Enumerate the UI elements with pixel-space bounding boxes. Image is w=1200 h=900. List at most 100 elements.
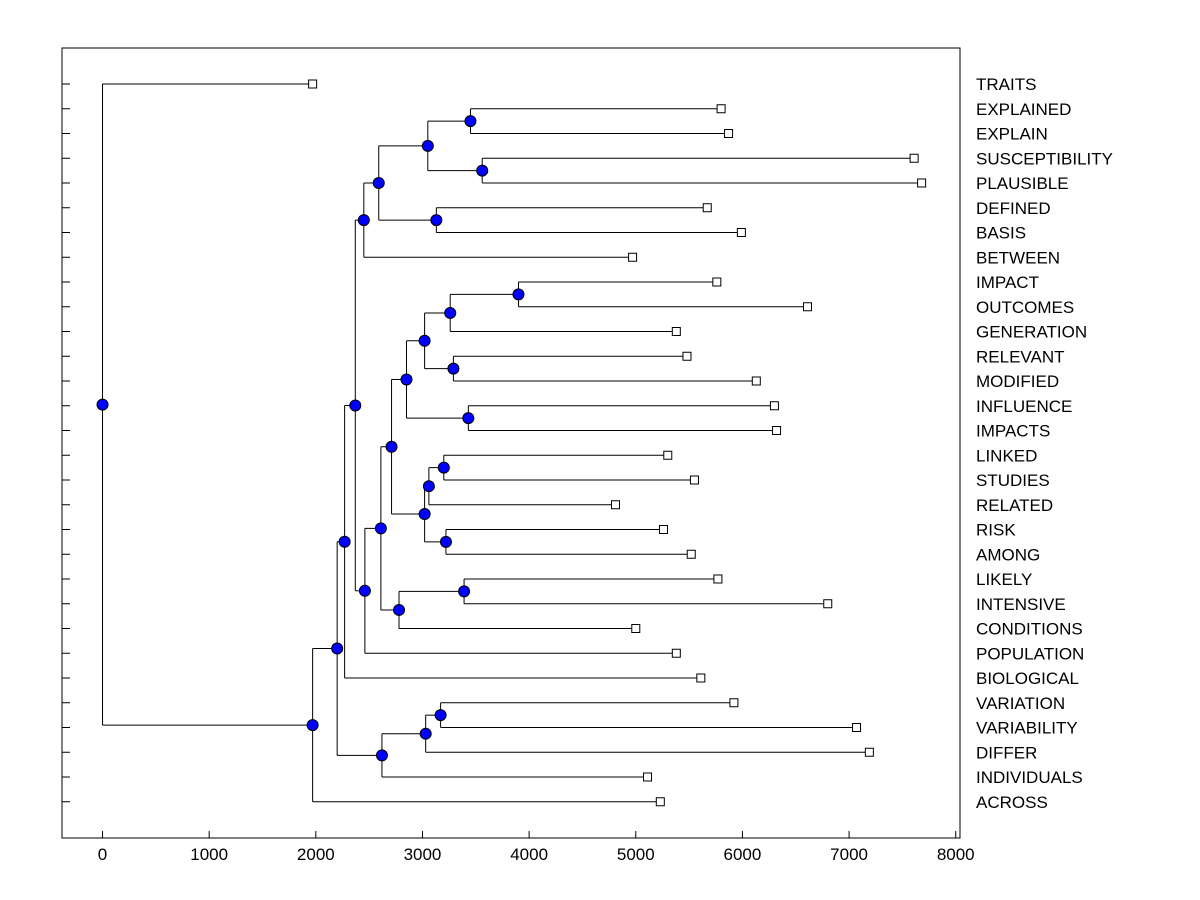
leaf-label: IMPACT [976,273,1039,292]
merge-node [430,214,443,227]
leaf-marker [628,252,638,262]
leaf-label: INTENSIVE [976,595,1066,614]
leaf-marker [655,797,665,807]
leaf-label: CONDITIONS [976,620,1083,639]
leaf-marker [702,203,712,213]
leaf-marker [631,624,641,633]
merge-node [444,306,457,319]
leaf-label: MODIFIED [976,372,1059,391]
merge-node [331,642,344,655]
x-tick-label: 6000 [724,845,762,864]
leaf-tick-marks [62,83,70,803]
leaf-marker [689,475,699,485]
leaf-label: DIFFER [976,743,1037,762]
leaf-marker [659,525,669,534]
leaf-marker [611,500,621,510]
merge-node [372,177,385,189]
leaf-label: STUDIES [976,471,1050,490]
leaf-label: GENERATION [976,323,1087,342]
merge-node [476,164,489,177]
merge-node [434,709,447,722]
leaf-marker [823,599,833,609]
leaf-label: VARIABILITY [976,719,1078,738]
leaf-label: POPULATION [976,644,1084,663]
x-tick-label: 4000 [510,845,548,864]
merge-node [374,522,387,535]
merge-node [422,480,435,493]
leaf-marker [308,79,318,89]
x-axis-ticks: 0 1000 2000 3000 4000 5000 6000 7000 8000 [98,831,975,864]
merge-node [338,535,351,548]
merge-node [375,749,388,762]
merge-node [437,461,450,474]
merge-node [400,373,413,386]
merge-node [306,719,319,732]
leaf-label: DEFINED [976,199,1051,218]
leaf-marker [712,277,722,287]
leaf-label: VARIATION [976,694,1065,713]
merge-node [464,115,477,128]
x-tick-label: 2000 [297,845,335,864]
leaf-marker [729,698,739,708]
leaf-label: IMPACTS [976,422,1050,441]
leaf-marker [751,376,761,386]
merge-nodes [96,115,525,762]
leaf-label: RELATED [976,496,1053,515]
leaf-label: INDIVIDUALS [976,768,1083,787]
leaf-marker [724,129,734,138]
merge-node [357,214,370,227]
leaf-marker [671,648,681,658]
leaf-label: SUSCEPTIBILITY [976,149,1113,168]
leaf-marker [663,450,673,460]
leaf-labels: TRAITS EXPLAINED EXPLAIN SUSCEPTIBILITY PLAU… [976,75,1113,812]
merge-node [439,535,452,548]
x-tick-label: 1000 [190,845,228,864]
x-tick-label: 5000 [617,845,655,864]
leaf-label: PLAUSIBLE [976,174,1069,193]
leaf-marker [909,153,919,163]
leaf-label: INFLUENCE [976,397,1072,416]
leaf-marker [713,574,723,584]
leaf-label: EXPLAINED [976,100,1071,119]
merge-node [419,727,432,740]
leaf-label: EXPLAIN [976,125,1048,144]
leaf-label: LINKED [976,446,1037,465]
leaf-label: RISK [976,521,1016,540]
leaf-marker [696,673,706,683]
leaf-marker [716,104,726,114]
merge-node [421,139,434,152]
merge-node [462,412,475,425]
leaf-marker [736,228,746,237]
merge-node [418,508,431,521]
x-tick-label: 3000 [404,845,442,864]
leaf-label: BASIS [976,224,1026,243]
leaf-marker [682,351,692,361]
merge-node [349,399,362,412]
merge-node [393,603,406,616]
merge-node [96,398,109,411]
merge-node [385,440,398,453]
leaf-label: OUTCOMES [976,298,1074,317]
dendrogram-branches [102,83,922,803]
leaf-marker [852,723,862,732]
x-tick-label: 0 [98,845,107,864]
x-tick-label: 7000 [830,845,868,864]
x-tick-label: 8000 [937,845,975,864]
leaf-label: BIOLOGICAL [976,669,1079,688]
merge-node [458,585,471,598]
leaf-marker [643,772,653,782]
leaf-label: ACROSS [976,793,1048,812]
leaf-markers [308,79,927,807]
leaf-label: AMONG [976,545,1040,564]
leaf-label: LIKELY [976,570,1032,589]
plot-frame [61,47,961,839]
merge-node [512,288,525,301]
leaf-marker [686,549,696,559]
merge-node [358,584,371,597]
merge-node [447,362,460,375]
leaf-marker [671,327,681,336]
leaf-marker [802,302,812,312]
leaf-label: BETWEEN [976,248,1060,267]
leaf-marker [917,178,927,188]
